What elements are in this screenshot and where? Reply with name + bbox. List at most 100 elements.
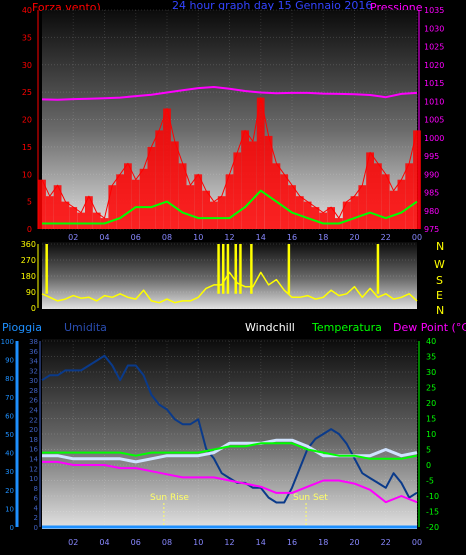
wind-bar bbox=[241, 130, 249, 229]
temp-x-tick-label: 10 bbox=[193, 538, 203, 547]
pressure-tick-label: 995 bbox=[424, 152, 439, 161]
temp-x-tick-label: 12 bbox=[224, 538, 234, 547]
temp-x-tick-label: 20 bbox=[349, 538, 359, 547]
direction-line bbox=[41, 271, 418, 304]
wind-bar bbox=[217, 196, 226, 229]
rain-tick-label: 100 bbox=[1, 338, 14, 346]
rain-tick-label: 0 bbox=[10, 524, 14, 532]
pressure-tick-label: 1010 bbox=[424, 97, 444, 106]
pressure-tick-label: 980 bbox=[424, 207, 439, 216]
pressure-tick-label: 985 bbox=[424, 189, 439, 198]
pressure-tick-label: 1030 bbox=[424, 24, 444, 33]
wind-bar bbox=[178, 163, 187, 229]
wind-bar bbox=[405, 163, 414, 229]
dewpoint-line bbox=[42, 460, 418, 504]
legend-dewpoint: Dew Point (°C) bbox=[393, 321, 466, 334]
humidity-tick-label: 24 bbox=[29, 407, 38, 415]
humidity-tick-label: 22 bbox=[29, 416, 38, 424]
sun-rise-label: Sun Rise bbox=[150, 493, 189, 503]
wind-bar bbox=[45, 196, 54, 229]
rain-tick-label: 50 bbox=[5, 431, 14, 439]
wind-bar bbox=[350, 196, 359, 229]
wind-bar bbox=[53, 185, 62, 229]
wind-x-tick-label: 08 bbox=[162, 233, 172, 242]
pressure-tick-label: 1005 bbox=[424, 116, 444, 125]
temp-x-tick-label: 14 bbox=[256, 538, 266, 547]
pressure-tick-label: 1015 bbox=[424, 79, 444, 88]
temp-tick-label: 10 bbox=[426, 430, 436, 439]
rain-tick-label: 90 bbox=[5, 357, 14, 365]
wind-tick-label: 10 bbox=[22, 170, 32, 179]
temp-tick-label: -5 bbox=[426, 477, 434, 486]
wind-bar bbox=[202, 190, 210, 229]
temp-tick-label: 0 bbox=[426, 461, 431, 470]
temp-tick-label: -20 bbox=[426, 523, 439, 532]
direction-tick-label: 270 bbox=[21, 256, 36, 265]
wind-bar bbox=[397, 179, 406, 229]
temp-x-tick-label: 00 bbox=[412, 538, 422, 547]
wind-bar bbox=[342, 201, 351, 229]
legend-temperature: Temperatura bbox=[311, 321, 382, 334]
temp-tick-label: 35 bbox=[426, 353, 436, 362]
humidity-tick-label: 6 bbox=[34, 495, 39, 503]
humidity-tick-label: 4 bbox=[34, 504, 39, 512]
wind-bar bbox=[69, 207, 78, 229]
series-layer bbox=[38, 86, 421, 529]
wind-avg-line bbox=[42, 189, 418, 225]
humidity-tick-label: 12 bbox=[29, 465, 38, 473]
wind-bar bbox=[272, 163, 281, 229]
wind-bar bbox=[358, 185, 367, 229]
temp-x-tick-label: 22 bbox=[381, 538, 391, 547]
wind-x-tick-label: 14 bbox=[256, 233, 266, 242]
rain-tick-label: 70 bbox=[5, 394, 14, 402]
humidity-tick-label: 8 bbox=[34, 485, 38, 493]
wind-bar bbox=[116, 174, 124, 230]
wind-bar bbox=[327, 207, 335, 229]
wind-bar bbox=[366, 152, 374, 229]
humidity-tick-label: 36 bbox=[29, 348, 38, 356]
legend-humidity: Umidita bbox=[64, 321, 107, 334]
temp-tick-label: 25 bbox=[426, 384, 436, 393]
wind-bar bbox=[163, 108, 171, 229]
humidity-tick-label: 28 bbox=[29, 387, 38, 395]
rain-tick-label: 20 bbox=[5, 487, 14, 495]
wind-bar bbox=[225, 174, 234, 230]
sun-set-label: Sun Set bbox=[293, 493, 328, 503]
temp-tick-label: 20 bbox=[426, 399, 436, 408]
wind-bar bbox=[131, 179, 140, 229]
direction-tick-label: 360 bbox=[21, 240, 36, 249]
wind-bar bbox=[319, 212, 328, 229]
wind-x-tick-label: 10 bbox=[193, 233, 203, 242]
pressure-tick-label: 1025 bbox=[424, 43, 444, 52]
wind-tick-label: 35 bbox=[22, 33, 32, 42]
temp-x-tick-label: 16 bbox=[287, 538, 297, 547]
wind-bar bbox=[233, 152, 242, 229]
pressure-line bbox=[41, 86, 418, 101]
wind-x-tick-label: 12 bbox=[224, 233, 234, 242]
compass-label-w: W bbox=[434, 258, 445, 271]
wind-tick-label: 15 bbox=[22, 143, 32, 152]
temp-tick-label: 15 bbox=[426, 415, 436, 424]
wind-bar bbox=[139, 168, 148, 229]
wind-bar bbox=[295, 196, 304, 229]
wind-x-tick-label: 04 bbox=[99, 233, 109, 242]
wind-x-tick-label: 06 bbox=[131, 233, 141, 242]
pressure-tick-label: 990 bbox=[424, 170, 439, 179]
panel-temp-bg bbox=[42, 339, 417, 529]
compass-label-n-top: N bbox=[436, 240, 444, 253]
wind-x-tick-label: 16 bbox=[287, 233, 297, 242]
wind-bar bbox=[413, 130, 421, 229]
wind-x-tick-label: 02 bbox=[68, 233, 78, 242]
temp-x-tick-label: 02 bbox=[68, 538, 78, 547]
humidity-tick-label: 18 bbox=[29, 436, 38, 444]
pressure-tick-label: 1000 bbox=[424, 134, 444, 143]
wind-x-tick-label: 20 bbox=[349, 233, 359, 242]
wind-bar bbox=[210, 201, 218, 229]
humidity-tick-label: 0 bbox=[34, 524, 38, 532]
temp-x-tick-label: 04 bbox=[99, 538, 109, 547]
wind-bar bbox=[303, 201, 312, 229]
compass-label-e: E bbox=[436, 289, 443, 302]
wind-bar bbox=[77, 212, 85, 229]
wind-tick-label: 30 bbox=[22, 61, 32, 70]
